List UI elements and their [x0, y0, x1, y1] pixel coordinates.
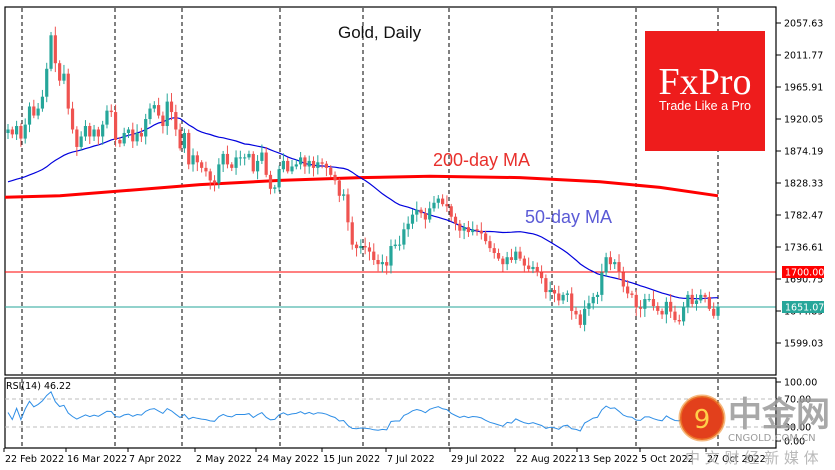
svg-text:7 Apr 2022: 7 Apr 2022 — [129, 454, 182, 465]
svg-text:1599.03: 1599.03 — [784, 339, 823, 350]
rsi-line — [7, 390, 719, 432]
price-badges: 1700.00 1651.07 — [782, 266, 824, 314]
svg-text:27 Oct 2022: 27 Oct 2022 — [707, 454, 766, 465]
svg-text:29 Jul 2022: 29 Jul 2022 — [451, 454, 505, 465]
svg-text:2 May 2022: 2 May 2022 — [196, 454, 252, 465]
rsi-label: RSI(14) 46.22 — [6, 381, 71, 392]
rsi-plot-frame — [4, 377, 777, 449]
svg-text:22 Aug 2022: 22 Aug 2022 — [516, 454, 577, 465]
rsi-axis: 100.00 70.00 30.00 0.00 — [776, 378, 817, 448]
svg-text:2057.63: 2057.63 — [784, 19, 823, 30]
ma50-annotation: 50-day MA — [525, 207, 612, 227]
svg-text:70.00: 70.00 — [784, 395, 811, 406]
svg-text:1690.75: 1690.75 — [784, 275, 823, 286]
svg-text:1700.00: 1700.00 — [785, 268, 824, 279]
date-axis: 22 Feb 2022 16 Mar 2022 7 Apr 2022 2 May 20… — [3, 448, 766, 465]
svg-text:1920.05: 1920.05 — [784, 115, 823, 126]
svg-text:2011.77: 2011.77 — [784, 51, 823, 62]
svg-text:1965.91: 1965.91 — [784, 83, 823, 94]
svg-text:1782.47: 1782.47 — [784, 211, 823, 222]
logo-tagline: Trade Like a Pro — [659, 99, 751, 113]
ma50-line — [7, 116, 719, 300]
svg-text:16 Mar 2022: 16 Mar 2022 — [67, 454, 127, 465]
svg-text:0.00: 0.00 — [784, 437, 805, 448]
svg-text:15 Jun 2022: 15 Jun 2022 — [323, 454, 380, 465]
svg-text:9: 9 — [694, 405, 711, 435]
chart-title: Gold, Daily — [338, 23, 422, 42]
fxpro-logo: FxPro Trade Like a Pro — [645, 31, 765, 151]
svg-text:100.00: 100.00 — [784, 378, 817, 389]
cngold-logo-icon — [680, 396, 724, 440]
svg-text:24 May 2022: 24 May 2022 — [257, 454, 319, 465]
svg-text:5 Oct 2022: 5 Oct 2022 — [641, 454, 694, 465]
svg-text:1828.33: 1828.33 — [784, 179, 823, 190]
svg-text:13 Sep 2022: 13 Sep 2022 — [578, 454, 638, 465]
svg-text:22 Feb 2022: 22 Feb 2022 — [5, 454, 64, 465]
svg-text:30.00: 30.00 — [784, 423, 811, 434]
watermark-big: 中金网 — [728, 395, 830, 435]
watermark-sub: 中 文 财 经 新 媒 体 — [685, 449, 819, 467]
price-axis: 2057.63 2011.77 1965.91 1920.05 1874.19 1828.… — [775, 7, 823, 375]
ma200-annotation: 200-day MA — [433, 150, 530, 170]
svg-text:7 Jul 2022: 7 Jul 2022 — [387, 454, 435, 465]
candlesticks — [6, 26, 720, 332]
logo-name: FxPro — [659, 61, 752, 103]
cngold-watermark: 9 中金网 CNGOLD.COM.CN 中 文 财 经 新 媒 体 — [678, 394, 830, 467]
svg-text:1736.61: 1736.61 — [784, 243, 823, 254]
watermark-site: CNGOLD.COM.CN — [728, 433, 816, 444]
svg-text:1651.07: 1651.07 — [785, 303, 824, 314]
svg-text:1874.19: 1874.19 — [784, 147, 823, 158]
